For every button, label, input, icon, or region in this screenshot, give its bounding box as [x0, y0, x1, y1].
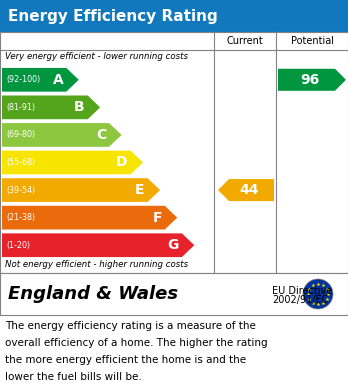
- Text: Current: Current: [227, 36, 263, 46]
- Text: (39-54): (39-54): [6, 186, 35, 195]
- Bar: [0, 32, 348, 273]
- Text: C: C: [96, 128, 106, 142]
- Text: Not energy efficient - higher running costs: Not energy efficient - higher running co…: [5, 260, 188, 269]
- Text: D: D: [116, 156, 127, 170]
- Circle shape: [303, 279, 333, 309]
- Text: EU Directive: EU Directive: [272, 286, 332, 296]
- Text: A: A: [53, 73, 63, 87]
- Text: overall efficiency of a home. The higher the rating: overall efficiency of a home. The higher…: [5, 338, 268, 348]
- Text: the more energy efficient the home is and the: the more energy efficient the home is an…: [5, 355, 246, 365]
- Text: G: G: [167, 238, 179, 252]
- Polygon shape: [2, 123, 121, 147]
- Text: England & Wales: England & Wales: [8, 285, 178, 303]
- Text: Potential: Potential: [291, 36, 333, 46]
- Polygon shape: [2, 151, 143, 174]
- Bar: [0, 273, 348, 315]
- Polygon shape: [2, 206, 177, 230]
- Text: (69-80): (69-80): [6, 131, 35, 140]
- Bar: [0, 0, 348, 32]
- Text: lower the fuel bills will be.: lower the fuel bills will be.: [5, 372, 142, 382]
- Text: 44: 44: [239, 183, 259, 197]
- Text: (21-38): (21-38): [6, 213, 35, 222]
- Polygon shape: [2, 178, 160, 202]
- Polygon shape: [218, 179, 274, 201]
- Polygon shape: [278, 69, 346, 91]
- Polygon shape: [2, 233, 194, 257]
- Text: Energy Efficiency Rating: Energy Efficiency Rating: [8, 9, 218, 23]
- Text: E: E: [135, 183, 145, 197]
- Polygon shape: [2, 68, 79, 91]
- Text: Very energy efficient - lower running costs: Very energy efficient - lower running co…: [5, 52, 188, 61]
- Text: B: B: [74, 100, 85, 114]
- Text: (81-91): (81-91): [6, 103, 35, 112]
- Text: 96: 96: [300, 73, 319, 87]
- Text: (1-20): (1-20): [6, 241, 30, 250]
- Text: (55-68): (55-68): [6, 158, 35, 167]
- Text: The energy efficiency rating is a measure of the: The energy efficiency rating is a measur…: [5, 321, 256, 331]
- Text: (92-100): (92-100): [6, 75, 40, 84]
- Polygon shape: [2, 95, 100, 119]
- Text: 2002/91/EC: 2002/91/EC: [272, 295, 329, 305]
- Text: F: F: [152, 211, 162, 225]
